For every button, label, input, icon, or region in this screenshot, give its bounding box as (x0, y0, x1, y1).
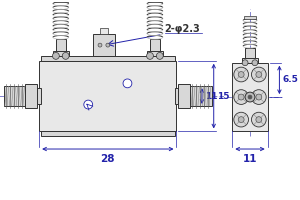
Bar (242, 58, 258, 63)
Bar (100, 28, 108, 34)
Text: 6.5: 6.5 (282, 75, 298, 84)
Bar (41, 131, 175, 136)
Bar (54, 0, 68, 2)
Bar (93, 34, 115, 56)
Bar (37, 88, 41, 104)
Circle shape (238, 117, 244, 123)
Circle shape (251, 67, 266, 82)
Bar (41, 56, 175, 61)
Circle shape (147, 52, 153, 59)
Bar (53, 51, 69, 56)
Bar (4, 86, 26, 106)
Circle shape (251, 90, 266, 104)
Text: 2-φ2.3: 2-φ2.3 (165, 24, 200, 34)
Bar (245, 48, 255, 58)
Circle shape (238, 72, 244, 77)
Circle shape (106, 43, 110, 47)
Circle shape (256, 72, 262, 77)
Circle shape (234, 112, 248, 127)
Circle shape (234, 67, 248, 82)
Bar (175, 88, 178, 104)
Text: 11: 11 (243, 154, 257, 164)
Bar (39, 61, 176, 131)
Bar (148, 0, 162, 2)
Bar (26, 84, 37, 108)
Circle shape (234, 90, 248, 104)
Circle shape (251, 112, 266, 127)
Circle shape (248, 95, 252, 99)
Text: 15: 15 (217, 92, 229, 101)
Text: 11: 11 (205, 92, 217, 101)
Circle shape (84, 100, 93, 109)
Circle shape (245, 92, 255, 102)
Bar (190, 86, 212, 106)
Bar (232, 63, 268, 131)
Circle shape (62, 52, 69, 59)
Circle shape (256, 117, 262, 123)
Bar (150, 39, 160, 51)
Bar (244, 16, 256, 19)
Circle shape (256, 94, 262, 100)
Bar (56, 39, 66, 51)
Text: 28: 28 (100, 154, 115, 164)
Circle shape (252, 60, 258, 66)
Circle shape (238, 94, 244, 100)
Circle shape (156, 52, 163, 59)
Circle shape (98, 43, 102, 47)
Circle shape (52, 52, 59, 59)
Bar (178, 84, 190, 108)
Circle shape (242, 60, 248, 66)
Circle shape (123, 79, 132, 88)
Bar (147, 51, 163, 56)
